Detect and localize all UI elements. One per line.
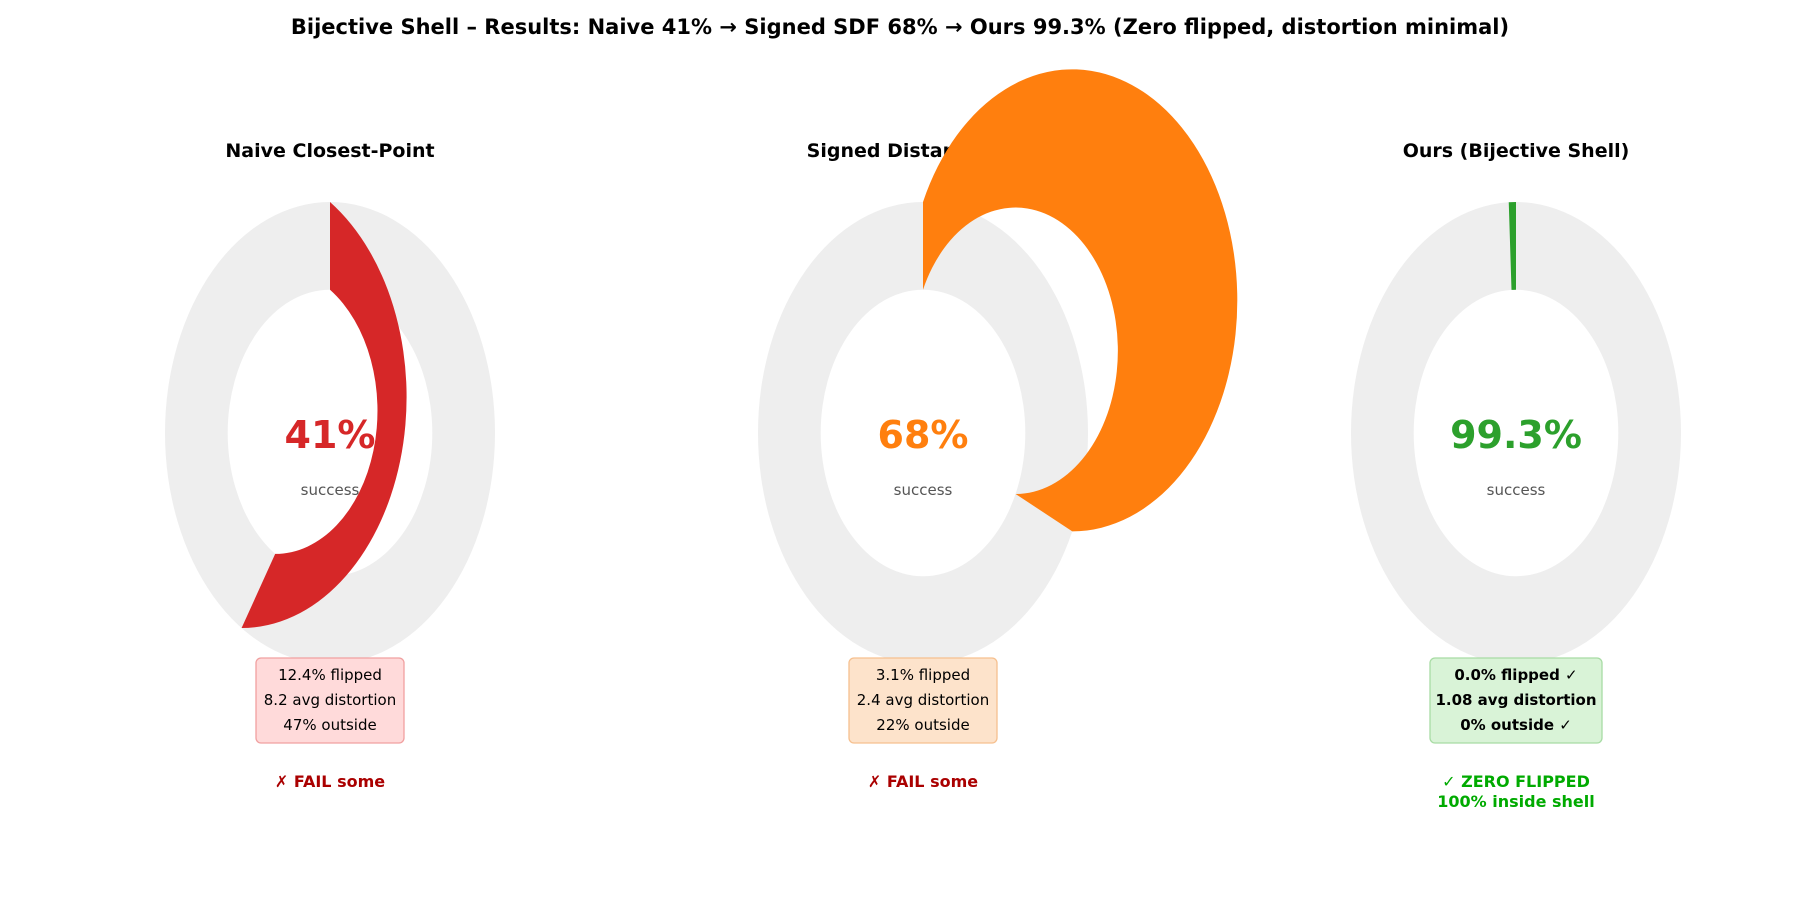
center-sublabel: success: [301, 481, 360, 499]
center-value: 68%: [878, 413, 969, 457]
verdict-text: ✗ FAIL some: [868, 772, 978, 791]
metric-line: 22% outside: [876, 716, 969, 734]
center-sublabel: success: [1487, 481, 1546, 499]
metric-line: 0.0% flipped ✓: [1454, 666, 1577, 684]
donut-panel: Naive Closest-Point 41% success 12.4% flipp…: [165, 140, 495, 791]
metric-line: 47% outside: [283, 716, 376, 734]
donut-wedge: [923, 69, 1238, 532]
donut-track: [758, 202, 1088, 664]
panel-title: Naive Closest-Point: [225, 140, 434, 162]
donut-panel: Ours (Bijective Shell) 99.3% success 0.0% f…: [1351, 140, 1681, 811]
metric-line: 1.08 avg distortion: [1435, 691, 1596, 709]
center-value: 41%: [285, 413, 376, 457]
metric-line: 0% outside ✓: [1460, 716, 1572, 734]
verdict-text: ✓ ZERO FLIPPED: [1442, 772, 1590, 791]
metrics-box: [848, 657, 998, 744]
metric-line: 2.4 avg distortion: [857, 691, 989, 709]
donut-panels: Naive Closest-Point 41% success 12.4% flipp…: [165, 69, 1681, 811]
donut-track: [165, 202, 495, 664]
donut-wedge: [241, 202, 407, 629]
metric-line: 12.4% flipped: [278, 666, 382, 684]
donut-wedge: [1508, 202, 1516, 290]
metrics-box: [1429, 657, 1603, 744]
verdict-text: 100% inside shell: [1437, 792, 1595, 811]
center-sublabel: success: [894, 481, 953, 499]
metrics-box: [255, 657, 405, 744]
figure-title: Bijective Shell – Results: Naive 41% → S…: [291, 15, 1509, 39]
verdict-text: ✗ FAIL some: [275, 772, 385, 791]
metric-line: 8.2 avg distortion: [264, 691, 396, 709]
donut-track: [1351, 202, 1681, 664]
panel-title: Ours (Bijective Shell): [1403, 140, 1630, 162]
center-value: 99.3%: [1450, 413, 1582, 457]
metric-line: 3.1% flipped: [876, 666, 970, 684]
